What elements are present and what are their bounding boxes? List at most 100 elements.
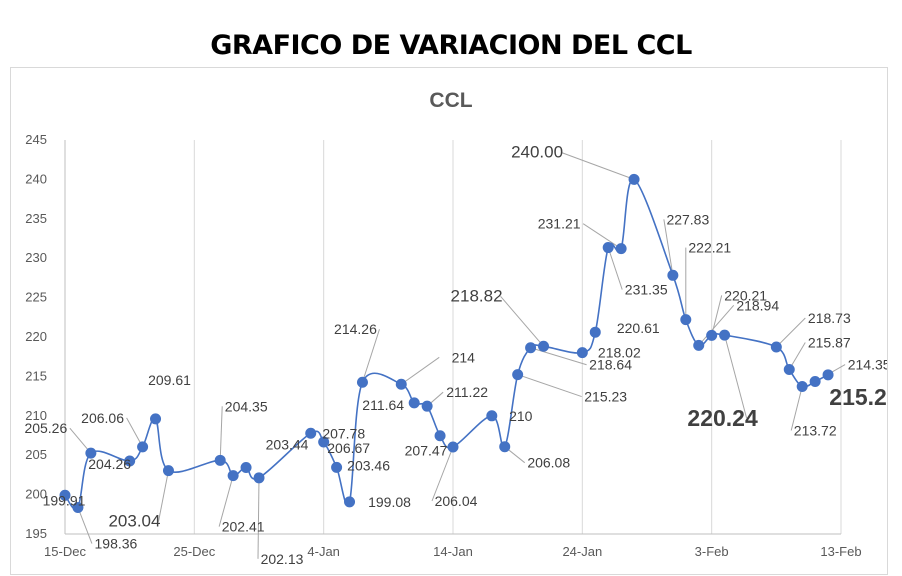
data-point bbox=[408, 397, 420, 409]
data-point bbox=[538, 340, 550, 352]
data-point bbox=[331, 461, 343, 473]
data-point bbox=[796, 380, 808, 392]
data-label: 204.35 bbox=[225, 398, 268, 414]
data-label: 199.91 bbox=[43, 492, 86, 508]
data-point bbox=[512, 369, 524, 381]
x-tick-label: 14-Jan bbox=[433, 544, 473, 559]
y-tick-label: 235 bbox=[25, 211, 47, 226]
leader-line bbox=[126, 417, 144, 448]
data-label: 209.61 bbox=[148, 372, 191, 388]
data-label: 240.00 bbox=[511, 142, 563, 161]
data-label: 211.22 bbox=[446, 384, 488, 400]
data-point bbox=[253, 472, 265, 484]
y-tick-label: 225 bbox=[25, 290, 47, 305]
data-label: 214.26 bbox=[334, 321, 377, 337]
data-point bbox=[499, 441, 511, 453]
data-point bbox=[305, 427, 317, 439]
data-point bbox=[85, 447, 97, 459]
leader-line bbox=[790, 386, 803, 431]
data-point bbox=[434, 430, 446, 442]
leader-line bbox=[218, 475, 234, 527]
data-point bbox=[150, 413, 162, 425]
x-tick-label: 15-Dec bbox=[44, 544, 86, 559]
data-label: 215.23 bbox=[584, 389, 627, 405]
data-label: 202.41 bbox=[222, 519, 265, 535]
data-point bbox=[72, 502, 84, 514]
y-tick-label: 195 bbox=[25, 526, 47, 541]
data-point bbox=[576, 347, 588, 359]
leader-line bbox=[361, 329, 380, 383]
data-point bbox=[344, 496, 356, 508]
data-point bbox=[783, 364, 795, 376]
leader-line bbox=[711, 295, 723, 336]
data-label: 220.24 bbox=[687, 405, 758, 431]
y-tick-label: 205 bbox=[25, 447, 47, 462]
y-tick-label: 210 bbox=[25, 408, 47, 423]
leader-line bbox=[517, 374, 582, 398]
leader-lines bbox=[69, 151, 846, 559]
data-label: 218.94 bbox=[736, 297, 779, 313]
data-label: 206.06 bbox=[81, 410, 124, 426]
data-point bbox=[59, 489, 71, 501]
data-label: 213.72 bbox=[794, 422, 837, 438]
data-point bbox=[356, 376, 368, 388]
data-point bbox=[486, 410, 498, 422]
axes: 195 200 205 210 215 220 225 230 235 240 245 15-Dec 2… bbox=[25, 132, 861, 559]
leader-line bbox=[500, 295, 544, 347]
data-label: 215.87 bbox=[808, 335, 851, 351]
data-point bbox=[227, 470, 239, 482]
chart-frame: CCL 195 200 205 210 215 220 225 230 235 240 245 15-… bbox=[10, 67, 888, 575]
data-point bbox=[318, 436, 330, 448]
data-point bbox=[615, 243, 627, 255]
y-tick-label: 240 bbox=[25, 171, 47, 186]
leader-line bbox=[530, 347, 587, 366]
data-point bbox=[447, 441, 459, 453]
line-chart: CCL 195 200 205 210 215 220 225 230 235 240 245 15-… bbox=[24, 89, 887, 567]
data-label: 210 bbox=[509, 408, 533, 424]
data-point bbox=[770, 341, 782, 353]
data-point bbox=[667, 269, 679, 281]
data-points bbox=[59, 173, 834, 514]
data-label: 231.21 bbox=[538, 216, 581, 232]
data-label: 215.2 bbox=[829, 384, 887, 410]
data-label: 214 bbox=[452, 349, 476, 365]
chart-title: CCL bbox=[429, 89, 472, 112]
page-title: GRAFICO DE VARIACION DEL CCL bbox=[210, 30, 692, 61]
y-tick-label: 230 bbox=[25, 250, 47, 265]
leader-line bbox=[431, 446, 454, 502]
data-point bbox=[719, 329, 731, 341]
leader-line bbox=[775, 317, 806, 348]
data-labels: 199.91 198.36 205.26 204.26 206.06 209.61 203.… bbox=[24, 142, 887, 566]
x-tick-label: 4-Jan bbox=[307, 544, 340, 559]
data-point bbox=[525, 342, 537, 354]
data-label: 206.67 bbox=[327, 440, 370, 456]
leader-line bbox=[77, 507, 93, 544]
series-line bbox=[64, 178, 829, 510]
data-label: 220.61 bbox=[617, 320, 660, 336]
data-label: 218.64 bbox=[589, 357, 632, 373]
data-label: 220.21 bbox=[724, 287, 767, 303]
leader-line bbox=[219, 406, 223, 461]
data-point bbox=[706, 329, 718, 341]
data-label: 206.08 bbox=[527, 455, 570, 471]
y-tick-label: 220 bbox=[25, 329, 47, 344]
leader-line bbox=[257, 477, 260, 559]
data-label: 203.44 bbox=[266, 436, 309, 452]
leader-line bbox=[724, 334, 748, 419]
data-point bbox=[680, 314, 692, 326]
data-point bbox=[137, 441, 149, 453]
leader-line bbox=[582, 223, 622, 250]
data-label: 214.35 bbox=[848, 357, 887, 373]
data-point bbox=[589, 326, 601, 338]
data-point bbox=[162, 465, 174, 477]
data-label: 227.83 bbox=[666, 211, 709, 227]
data-label: 218.82 bbox=[451, 286, 503, 305]
data-label: 203.46 bbox=[347, 457, 390, 473]
leader-line bbox=[560, 151, 635, 180]
data-point bbox=[693, 339, 705, 351]
data-point bbox=[809, 376, 821, 388]
data-label: 207.47 bbox=[405, 443, 448, 459]
data-label: 203.04 bbox=[108, 512, 160, 531]
data-point bbox=[395, 378, 407, 390]
data-point bbox=[628, 173, 640, 185]
